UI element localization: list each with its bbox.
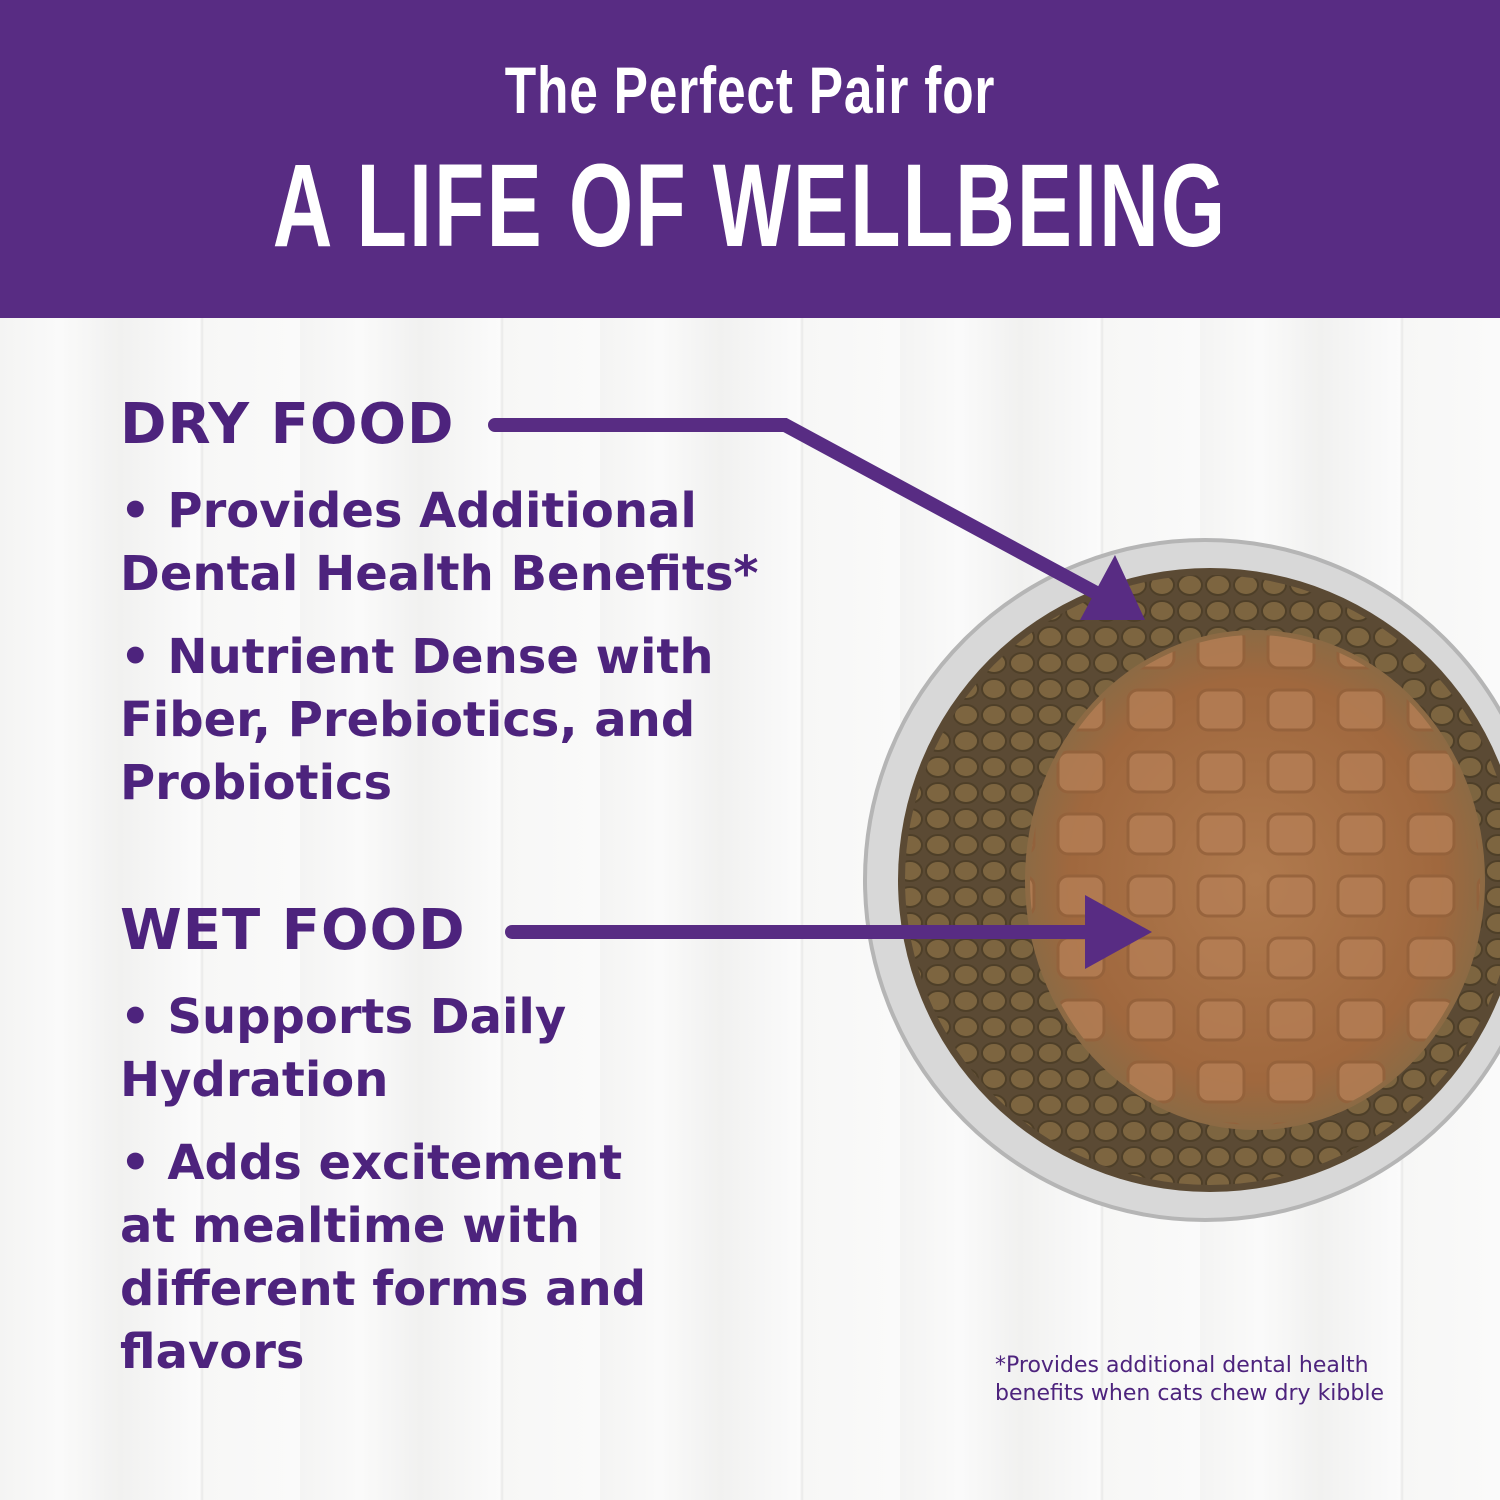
wet-arrow <box>505 895 1152 969</box>
dry-food-item: • Provides Additional Dental Health Bene… <box>120 483 759 602</box>
dry-arrow <box>488 418 1145 620</box>
banner-title: A LIFE OF WELLBEING <box>272 140 1228 272</box>
dry-food-item: • Nutrient Dense with Fiber, Prebiotics,… <box>120 629 714 811</box>
wet-food <box>1030 635 1480 1125</box>
banner-subtitle: The Perfect Pair for <box>504 53 996 127</box>
header-banner: The Perfect Pair for A LIFE OF WELLBEING <box>0 0 1500 318</box>
wet-food-heading: WET FOOD <box>120 898 466 963</box>
wet-food-item: • Adds excitement at mealtime with diffe… <box>120 1135 647 1380</box>
footnote: *Provides additional dental health benef… <box>995 1353 1384 1406</box>
dry-food-heading: DRY FOOD <box>120 392 455 457</box>
wet-food-item: • Supports Daily Hydration <box>120 989 567 1108</box>
